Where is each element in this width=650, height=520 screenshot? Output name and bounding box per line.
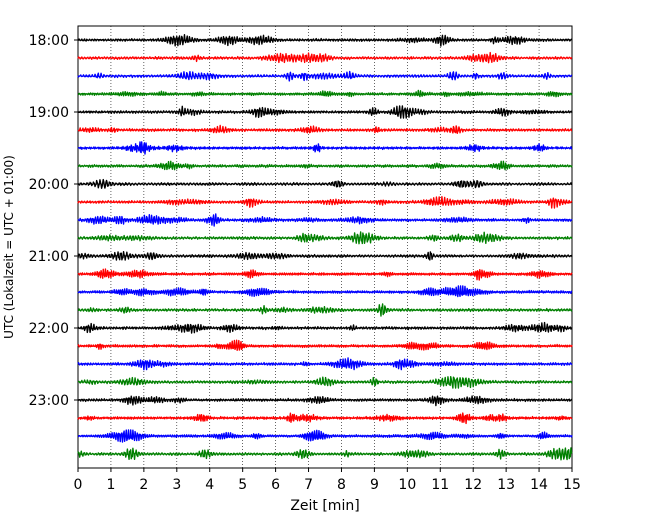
x-tick-label-0: 0 xyxy=(74,477,83,493)
seismic-traces xyxy=(77,34,573,461)
x-tick-label-11: 11 xyxy=(431,477,449,493)
x-tick-label-3: 3 xyxy=(172,477,181,493)
trace-2 xyxy=(77,51,573,64)
plot-area-frame xyxy=(77,25,573,469)
x-tick-label-10: 10 xyxy=(398,477,416,493)
x-tick-label-12: 12 xyxy=(464,477,482,493)
trace-11 xyxy=(77,213,573,227)
y-axis-ticks: 18:00 19:00 20:00 21:00 22:00 23:00 xyxy=(29,33,78,409)
trace-8 xyxy=(77,160,573,171)
x-tick-label-4: 4 xyxy=(205,477,214,493)
trace-4 xyxy=(77,89,573,98)
x-tick-label-8: 8 xyxy=(337,477,346,493)
x-tick-label-15: 15 xyxy=(563,477,581,493)
trace-16 xyxy=(77,303,573,317)
x-tick-label-5: 5 xyxy=(238,477,247,493)
x-tick-label-13: 13 xyxy=(497,477,515,493)
x-tick-label-1: 1 xyxy=(106,477,115,493)
trace-10 xyxy=(77,195,573,209)
x-tick-label-7: 7 xyxy=(304,477,313,493)
trace-14 xyxy=(77,268,573,281)
trace-21 xyxy=(77,395,573,407)
y-tick-label-22:00: 22:00 xyxy=(29,321,69,337)
x-tick-label-9: 9 xyxy=(370,477,379,493)
trace-7 xyxy=(77,141,573,155)
trace-9 xyxy=(77,178,573,189)
x-tick-label-6: 6 xyxy=(271,477,280,493)
x-axis-label: Zeit [min] xyxy=(290,498,359,514)
trace-20 xyxy=(77,375,573,389)
y-tick-label-21:00: 21:00 xyxy=(29,249,69,265)
trace-1 xyxy=(77,34,573,47)
y-tick-label-20:00: 20:00 xyxy=(29,177,69,193)
y-tick-label-23:00: 23:00 xyxy=(29,393,69,409)
trace-12 xyxy=(77,231,573,245)
x-tick-label-14: 14 xyxy=(530,477,548,493)
y-tick-label-18:00: 18:00 xyxy=(29,33,69,49)
trace-6 xyxy=(77,124,573,134)
trace-22 xyxy=(77,412,573,425)
trace-5 xyxy=(77,105,573,119)
y-tick-label-19:00: 19:00 xyxy=(29,105,69,121)
trace-19 xyxy=(77,357,573,371)
y-axis-label: UTC (Lokalzeit = UTC + 01:00) xyxy=(2,155,16,339)
trace-15 xyxy=(77,285,573,298)
trace-18 xyxy=(77,339,573,351)
trace-13 xyxy=(77,250,573,261)
x-tick-label-2: 2 xyxy=(139,477,148,493)
trace-23 xyxy=(77,429,573,443)
trace-24 xyxy=(77,447,573,461)
x-axis-ticks: 0 1 2 3 4 5 6 7 8 9 10 11 12 13 14 15 xyxy=(74,468,581,493)
trace-3 xyxy=(77,70,573,82)
trace-17 xyxy=(77,321,573,334)
